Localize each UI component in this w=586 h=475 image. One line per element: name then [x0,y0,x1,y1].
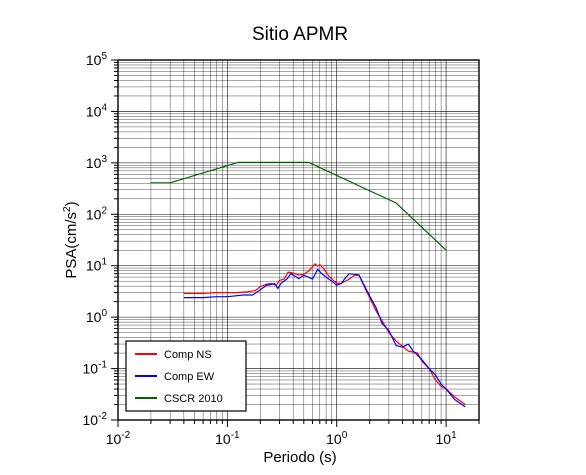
x-tick-label-base: 10 [215,431,231,447]
x-axis-ticks: 10-2 10-1 100 101 [106,420,480,447]
x-tick-label: 10-1 [215,430,240,447]
y-tick-label-base: 10 [86,309,102,325]
x-tick-label-exponent: 1 [451,430,457,441]
legend: Comp NS Comp EW CSCR 2010 [125,340,247,412]
y-tick-label-base: 10 [83,412,99,428]
y-axis-label-close: ) [63,201,80,206]
chart-title: Sitio APMR [252,24,348,45]
y-axis-label-superscript: 2 [62,206,73,212]
y-tick-label-exponent: 0 [101,308,107,319]
x-tick-label-exponent: -1 [231,430,240,441]
x-tick-label: 10-2 [106,430,131,447]
series-line-1 [183,268,466,408]
x-tick-label-base: 10 [326,431,342,447]
y-tick-label: 10-1 [83,360,108,377]
x-tick-label-exponent: -2 [121,430,130,441]
plot-frame [117,59,480,421]
series-line-2 [150,161,447,251]
x-tick-label: 100 [326,430,348,447]
y-tick-label-base: 10 [86,258,102,274]
x-axis-label: Periodo (s) [263,449,336,466]
y-tick-label-exponent: 4 [101,102,107,113]
y-tick-label-base: 10 [83,361,99,377]
y-tick-label-exponent: 3 [101,154,107,165]
y-tick-label: 105 [86,51,108,68]
series-layer [150,161,466,408]
y-tick-label-base: 10 [86,206,102,222]
y-axis-label: PSA(cm/s2) [62,201,80,278]
y-tick-label: 104 [86,102,108,119]
legend-label-1: Comp EW [164,371,215,383]
y-tick-label-base: 10 [86,52,102,68]
x-tick-label: 101 [436,430,458,447]
legend-label-2: CSCR 2010 [164,393,223,405]
x-tick-label-exponent: 0 [342,430,348,441]
legend-label-0: Comp NS [164,349,212,361]
y-tick-label: 101 [86,257,108,274]
y-tick-label: 100 [86,308,108,325]
y-tick-label: 102 [86,205,108,222]
y-tick-label-exponent: -1 [98,360,107,371]
y-tick-label-exponent: -2 [98,411,107,422]
y-tick-label-base: 10 [86,155,102,171]
y-tick-label-exponent: 5 [101,51,107,62]
y-tick-label-base: 10 [86,103,102,119]
x-tick-label-base: 10 [106,431,122,447]
x-tick-label-base: 10 [436,431,452,447]
series-line-0 [183,263,466,405]
y-axis-label-main: PSA(cm/s [63,212,80,279]
y-tick-label-exponent: 2 [101,205,107,216]
y-tick-label: 103 [86,154,108,171]
y-tick-label-exponent: 1 [101,257,107,268]
y-tick-label: 10-2 [83,411,108,428]
